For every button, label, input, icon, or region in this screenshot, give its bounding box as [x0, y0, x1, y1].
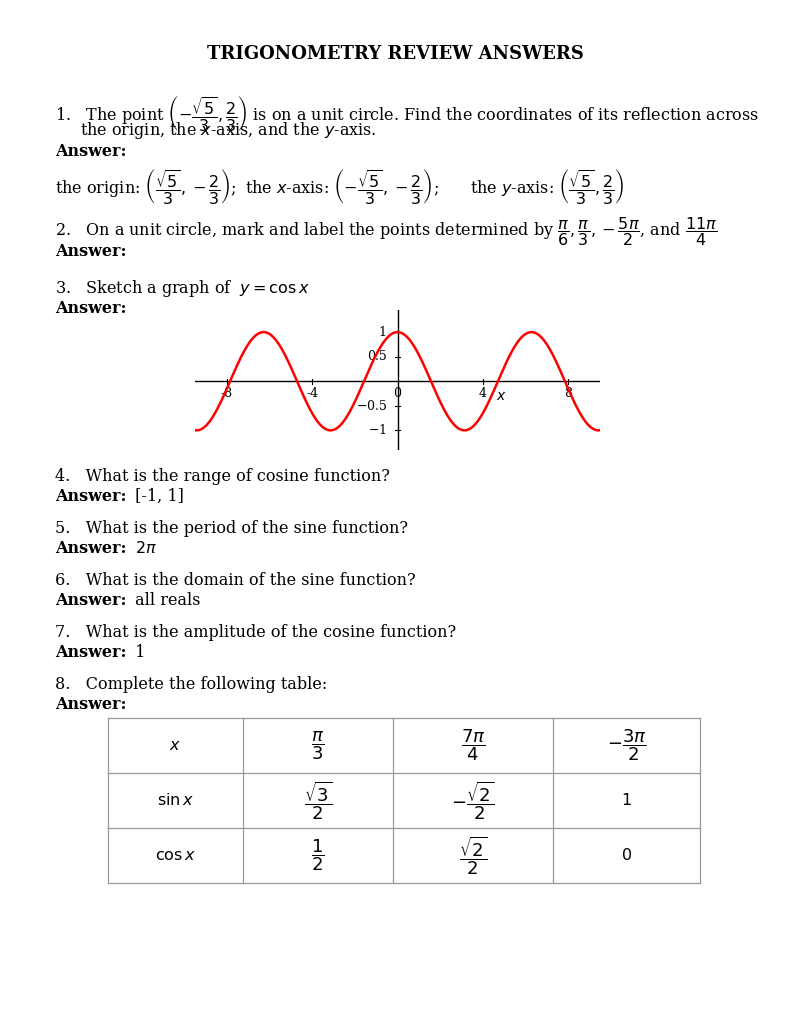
Text: the $x$-axis: $\left(-\dfrac{\sqrt{5}}{3},-\dfrac{2}{3}\right)$;: the $x$-axis: $\left(-\dfrac{\sqrt{5}}{3…: [245, 168, 439, 207]
Text: $\dfrac{\sqrt{2}}{2}$: $\dfrac{\sqrt{2}}{2}$: [459, 835, 487, 877]
Text: 0.5: 0.5: [367, 350, 387, 364]
Text: Answer:: Answer:: [55, 644, 127, 662]
Text: the origin: $\left(\dfrac{\sqrt{5}}{3},-\dfrac{2}{3}\right)$;: the origin: $\left(\dfrac{\sqrt{5}}{3},-…: [55, 168, 237, 207]
Text: 3.   Sketch a graph of  $y = \cos x$: 3. Sketch a graph of $y = \cos x$: [55, 278, 310, 299]
Text: Answer:: Answer:: [55, 696, 127, 713]
Text: 1: 1: [130, 644, 146, 662]
Text: $-$1: $-$1: [368, 423, 387, 437]
Text: $-\dfrac{3\pi}{2}$: $-\dfrac{3\pi}{2}$: [607, 728, 646, 763]
Text: $\dfrac{7\pi}{4}$: $\dfrac{7\pi}{4}$: [460, 728, 485, 763]
Text: Answer:: Answer:: [55, 540, 127, 557]
Text: $1$: $1$: [621, 792, 632, 809]
Text: $\sin x$: $\sin x$: [157, 792, 194, 809]
Text: 5.   What is the period of the sine function?: 5. What is the period of the sine functi…: [55, 520, 408, 537]
Text: $-$0.5: $-$0.5: [355, 398, 387, 413]
Text: 7.   What is the amplitude of the cosine function?: 7. What is the amplitude of the cosine f…: [55, 624, 456, 641]
Text: 2.   On a unit circle, mark and label the points determined by $\dfrac{\pi}{6},\: 2. On a unit circle, mark and label the …: [55, 215, 717, 248]
Text: Answer:: Answer:: [55, 488, 127, 505]
Text: Answer:: Answer:: [55, 243, 127, 260]
Text: $x$: $x$: [169, 737, 181, 754]
Text: the $y$-axis: $\left(\dfrac{\sqrt{5}}{3},\dfrac{2}{3}\right)$: the $y$-axis: $\left(\dfrac{\sqrt{5}}{3}…: [470, 168, 625, 207]
Text: $\dfrac{1}{2}$: $\dfrac{1}{2}$: [312, 838, 325, 873]
Text: -8: -8: [221, 387, 233, 400]
Text: 4.   What is the range of cosine function?: 4. What is the range of cosine function?: [55, 468, 390, 485]
Text: $\cos x$: $\cos x$: [155, 847, 196, 864]
Text: 8.   Complete the following table:: 8. Complete the following table:: [55, 676, 327, 693]
Text: -4: -4: [306, 387, 318, 400]
Text: Answer:: Answer:: [55, 300, 127, 317]
Text: the origin, the $x$-axis, and the $y$-axis.: the origin, the $x$-axis, and the $y$-ax…: [80, 120, 377, 141]
Text: $0$: $0$: [621, 847, 632, 864]
Text: $2\pi$: $2\pi$: [130, 540, 157, 557]
Text: 8: 8: [564, 387, 572, 400]
Text: $\dfrac{\pi}{3}$: $\dfrac{\pi}{3}$: [312, 729, 325, 762]
Text: [-1, 1]: [-1, 1]: [130, 488, 184, 505]
Text: $-\dfrac{\sqrt{2}}{2}$: $-\dfrac{\sqrt{2}}{2}$: [451, 779, 494, 822]
Text: all reals: all reals: [130, 592, 200, 609]
Text: 6.   What is the domain of the sine function?: 6. What is the domain of the sine functi…: [55, 572, 415, 589]
Text: Answer:: Answer:: [55, 592, 127, 609]
Text: 1.   The point $\left(-\dfrac{\sqrt{5}}{3},\dfrac{2}{3}\right)$ is on a unit cir: 1. The point $\left(-\dfrac{\sqrt{5}}{3}…: [55, 95, 759, 134]
Text: $x$: $x$: [495, 388, 506, 402]
Text: 1: 1: [379, 326, 387, 339]
Text: $\dfrac{\sqrt{3}}{2}$: $\dfrac{\sqrt{3}}{2}$: [304, 779, 332, 822]
Text: 4: 4: [479, 387, 486, 400]
Text: TRIGONOMETRY REVIEW ANSWERS: TRIGONOMETRY REVIEW ANSWERS: [206, 45, 584, 63]
Text: 0: 0: [393, 387, 402, 400]
Text: Answer:: Answer:: [55, 143, 127, 160]
